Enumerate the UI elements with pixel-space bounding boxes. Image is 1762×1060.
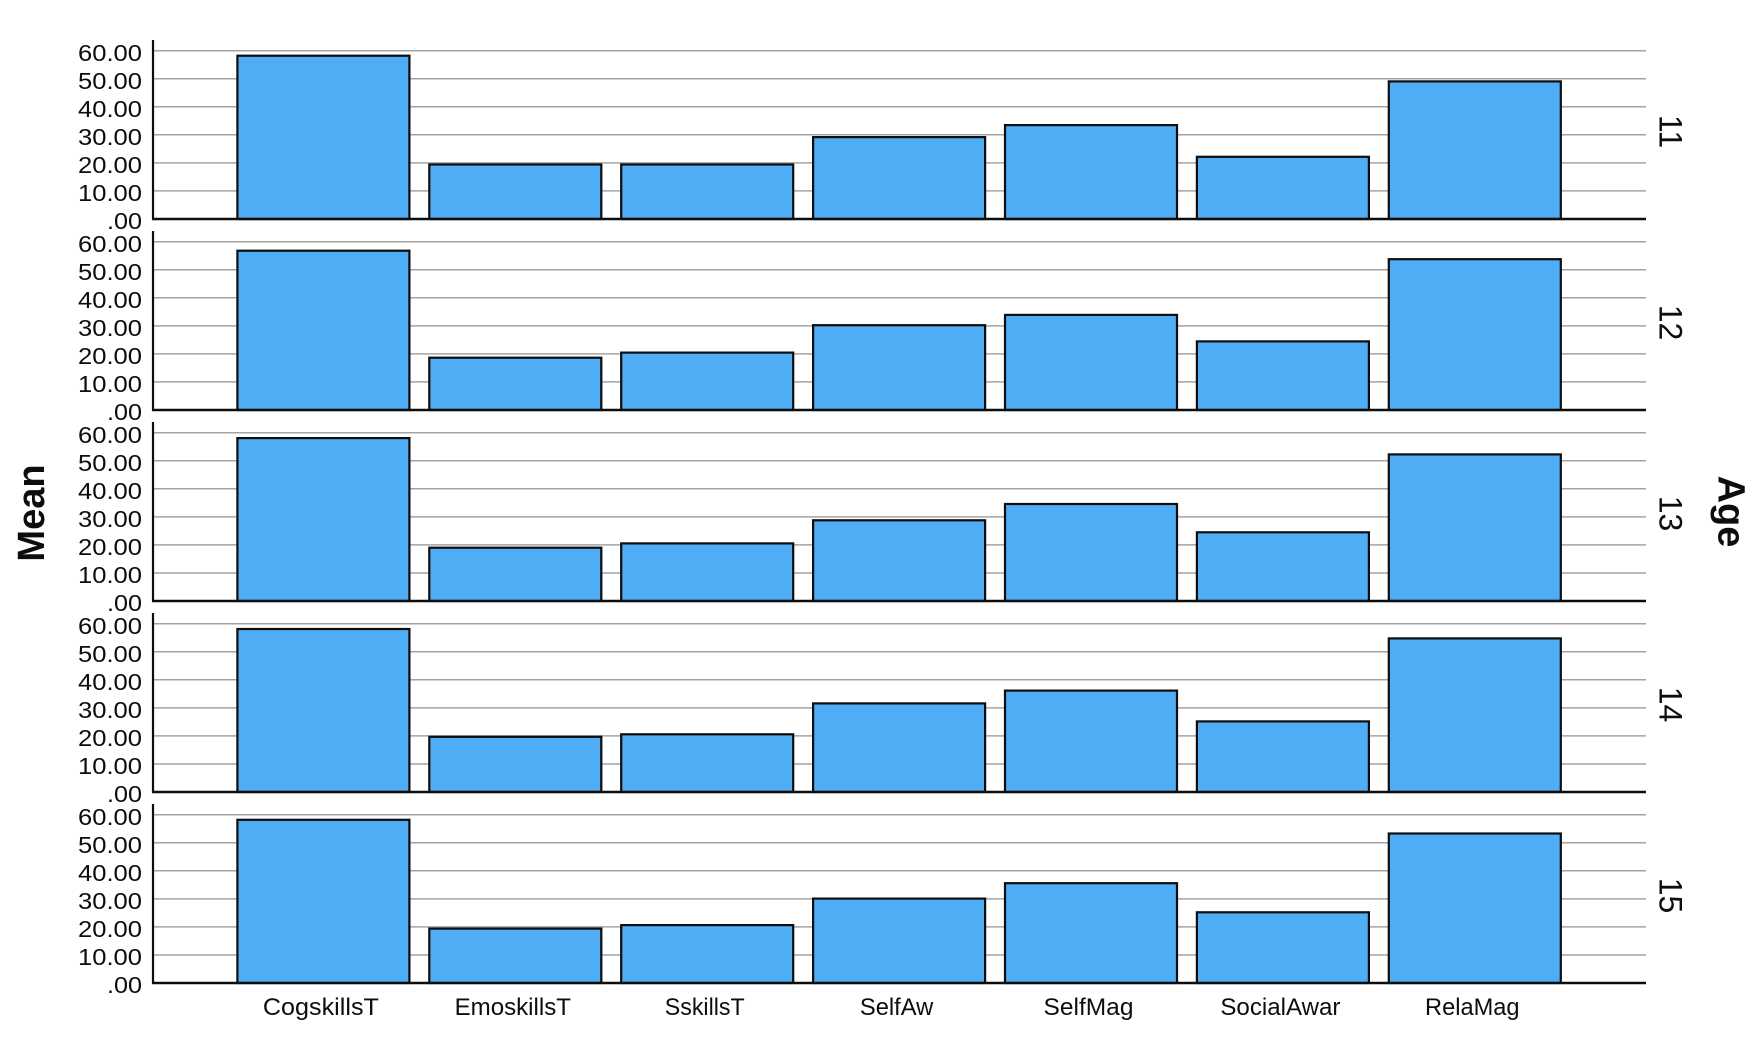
svg-text:12: 12 (1653, 305, 1689, 341)
svg-text:.00: .00 (107, 208, 142, 234)
svg-text:SskillsT: SskillsT (665, 994, 745, 1021)
svg-text:40.00: 40.00 (78, 287, 142, 313)
svg-text:30.00: 30.00 (78, 315, 142, 341)
svg-text:14: 14 (1653, 687, 1689, 723)
svg-text:.00: .00 (107, 781, 142, 807)
svg-text:15: 15 (1653, 878, 1689, 914)
svg-text:50.00: 50.00 (78, 259, 142, 285)
svg-text:60.00: 60.00 (78, 422, 142, 448)
svg-text:10.00: 10.00 (78, 562, 142, 588)
svg-text:30.00: 30.00 (78, 697, 142, 723)
svg-text:SelfAw: SelfAw (860, 994, 934, 1021)
svg-text:.00: .00 (107, 590, 142, 616)
svg-text:60.00: 60.00 (78, 231, 142, 257)
svg-text:20.00: 20.00 (78, 152, 142, 178)
svg-text:Mean: Mean (11, 464, 53, 561)
svg-text:SocialAwar: SocialAwar (1220, 994, 1340, 1021)
svg-text:50.00: 50.00 (78, 450, 142, 476)
svg-text:50.00: 50.00 (78, 641, 142, 667)
svg-text:30.00: 30.00 (78, 888, 142, 914)
svg-text:30.00: 30.00 (78, 124, 142, 150)
svg-text:10.00: 10.00 (78, 753, 142, 779)
svg-text:20.00: 20.00 (78, 534, 142, 560)
svg-text:60.00: 60.00 (78, 804, 142, 830)
svg-text:Age: Age (1709, 476, 1751, 548)
svg-text:13: 13 (1653, 496, 1689, 532)
svg-text:.00: .00 (107, 399, 142, 425)
svg-text:20.00: 20.00 (78, 343, 142, 369)
svg-text:RelaMag: RelaMag (1425, 994, 1520, 1021)
svg-text:40.00: 40.00 (78, 96, 142, 122)
svg-text:40.00: 40.00 (78, 860, 142, 886)
svg-text:40.00: 40.00 (78, 669, 142, 695)
svg-text:10.00: 10.00 (78, 371, 142, 397)
svg-text:60.00: 60.00 (78, 40, 142, 66)
svg-text:10.00: 10.00 (78, 180, 142, 206)
svg-text:20.00: 20.00 (78, 916, 142, 942)
svg-text:20.00: 20.00 (78, 725, 142, 751)
svg-text:50.00: 50.00 (78, 832, 142, 858)
svg-text:50.00: 50.00 (78, 68, 142, 94)
svg-text:.00: .00 (107, 972, 142, 998)
svg-text:30.00: 30.00 (78, 506, 142, 532)
svg-text:10.00: 10.00 (78, 944, 142, 970)
svg-text:EmoskillsT: EmoskillsT (455, 994, 572, 1021)
svg-text:11: 11 (1653, 115, 1689, 148)
svg-text:SelfMag: SelfMag (1044, 994, 1134, 1021)
svg-text:60.00: 60.00 (78, 613, 142, 639)
svg-text:CogskillsT: CogskillsT (263, 994, 379, 1021)
svg-text:40.00: 40.00 (78, 478, 142, 504)
